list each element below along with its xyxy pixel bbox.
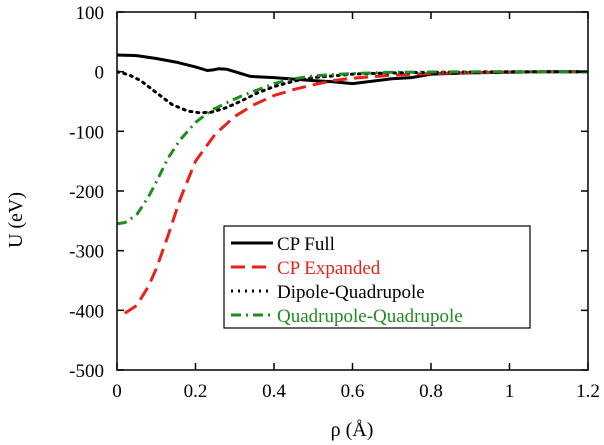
y-tick-label: -100 (69, 122, 104, 143)
plot-layer (117, 53, 588, 315)
y-tick-label: -300 (69, 242, 104, 263)
legend-label-4: Quadrupole-Quadrupole (277, 306, 463, 327)
axes: 0 0.2 0.4 0.6 0.8 1 1.2 100 0 -100 -200 -300 -400 -50… (69, 3, 600, 402)
legend-label-2: CP Expanded (277, 258, 381, 279)
series-line-1 (117, 53, 588, 86)
x-tick-label: 0.2 (184, 381, 208, 402)
legend-label-3: Dipole-Quadrupole (277, 282, 425, 303)
y-axis-title: U (eV) (5, 192, 27, 248)
x-tick-label: 1 (505, 381, 515, 402)
y-tick-label: 100 (76, 3, 105, 24)
x-tick-label: 0.4 (262, 381, 286, 402)
x-tick-label: 1.2 (576, 381, 600, 402)
x-tick-label: 0 (112, 381, 122, 402)
x-tick-label: 0.6 (341, 381, 365, 402)
series-line-3 (117, 70, 588, 115)
legend-label-1: CP Full (277, 234, 335, 255)
legend: CP Full CP Expanded Dipole-Quadrupole Quadr… (223, 225, 531, 329)
y-tick-label: 0 (95, 63, 105, 84)
series-line-4 (117, 70, 588, 226)
y-tick-label: -400 (69, 301, 104, 322)
y-tick-label: -200 (69, 182, 104, 203)
series-line-2 (123, 70, 588, 315)
legend-box (223, 225, 531, 329)
x-tick-label: 0.8 (419, 381, 443, 402)
x-axis-title: ρ (Å) (331, 419, 374, 441)
y-tick-label: -500 (69, 361, 104, 382)
